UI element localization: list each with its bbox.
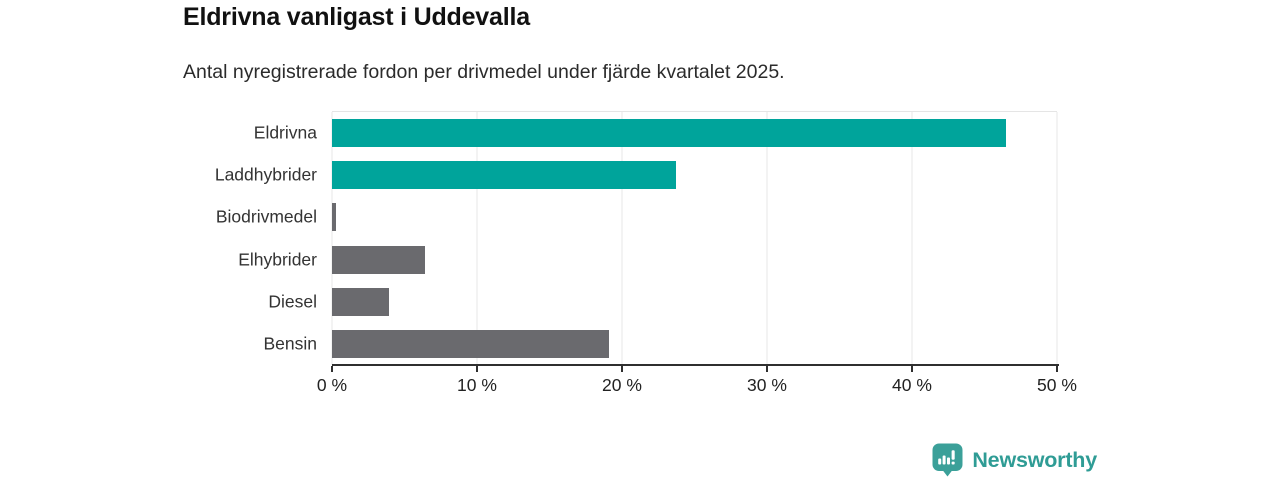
chart-row-elhybrider: Elhybrider	[238, 239, 1057, 281]
chart-row-diesel: Diesel	[268, 281, 1057, 323]
bar-elhybrider	[332, 245, 425, 274]
axis-tick	[331, 366, 333, 372]
brand-name: Newsworthy	[972, 447, 1097, 472]
chart-row-eldrivna: Eldrivna	[254, 112, 1057, 154]
bar-diesel	[332, 287, 389, 316]
category-label-bensin: Bensin	[263, 333, 317, 354]
bar-laddhybrider	[332, 161, 676, 190]
chart-subtitle: Antal nyregistrerade fordon per drivmede…	[183, 61, 785, 83]
axis-tick	[621, 366, 623, 372]
gridline	[911, 112, 913, 365]
axis-tick-label: 50 %	[1037, 375, 1077, 395]
newsworthy-logo-link[interactable]: Newsworthy	[932, 443, 1097, 477]
chart-title: Eldrivna vanligast i Uddevalla	[183, 3, 530, 31]
axis-tick	[1056, 366, 1058, 372]
plot-area: Eldrivna Laddhybrider Biodrivmedel Elhybrid…	[215, 111, 1058, 365]
category-label-eldrivna: Eldrivna	[253, 122, 317, 143]
category-label-laddhybrider: Laddhybrider	[214, 164, 317, 185]
bar-bensin	[332, 329, 609, 358]
axis-tick	[476, 366, 478, 372]
x-axis-baseline	[332, 364, 1059, 366]
gridline	[1056, 112, 1058, 365]
chart-row-biodrivmedel: Biodrivmedel	[216, 196, 1057, 238]
newsworthy-pin-chart-icon	[932, 443, 963, 477]
axis-tick	[911, 366, 913, 372]
gridline	[331, 112, 333, 365]
gridline	[476, 112, 478, 365]
bar-eldrivna	[332, 119, 1007, 148]
gridline	[766, 112, 768, 365]
category-label-elhybrider: Elhybrider	[238, 249, 317, 270]
axis-tick	[766, 366, 768, 372]
category-label-biodrivmedel: Biodrivmedel	[215, 206, 317, 227]
category-label-diesel: Diesel	[268, 291, 317, 312]
chart-row-laddhybrider: Laddhybrider	[215, 154, 1057, 196]
axis-tick-label: 10 %	[457, 375, 497, 395]
gridline	[621, 112, 623, 365]
chart-row-bensin: Bensin	[263, 323, 1057, 365]
axis-tick-label: 40 %	[892, 375, 932, 395]
axis-tick-label: 30 %	[747, 375, 787, 395]
bar-rows: Eldrivna Laddhybrider Biodrivmedel Elhybrid…	[215, 112, 1057, 365]
x-axis: 0 % 10 % 20 % 30 % 40 % 50 %	[317, 364, 1077, 404]
bar-biodrivmedel	[332, 203, 337, 232]
axis-tick-label: 20 %	[602, 375, 642, 395]
axis-tick-label: 0 %	[316, 375, 348, 395]
